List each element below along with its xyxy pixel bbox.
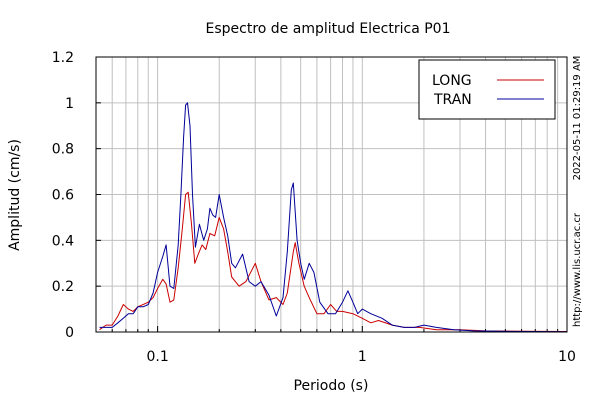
series-line-tran <box>99 102 568 333</box>
series-line-long <box>99 191 568 332</box>
timestamp-label: 2022-05-11 01:29:19 AM <box>572 56 583 181</box>
website-label: http://www.lis.ucr.ac.cr <box>572 212 583 327</box>
y-axis-label: Amplitud (cm/s) <box>7 139 23 251</box>
y-tick-label: 0.2 <box>52 279 74 295</box>
y-tick-label: 0.6 <box>52 188 74 204</box>
y-tick-label: 0 <box>65 325 74 341</box>
x-tick-label: 0.1 <box>146 349 168 365</box>
legend-label-long: LONG <box>432 73 472 89</box>
legend-label-tran: TRAN <box>433 92 472 108</box>
y-tick-label: 1 <box>65 96 74 112</box>
x-tick-label: 1 <box>358 349 367 365</box>
x-tick-label: 10 <box>558 349 576 365</box>
series-group <box>99 102 568 333</box>
y-axis-ticks: 0 0.2 0.4 0.6 0.8 1 1.2 <box>52 50 101 341</box>
y-tick-label: 0.4 <box>52 233 74 249</box>
x-axis-label: Periodo (s) <box>294 378 369 394</box>
y-tick-label: 1.2 <box>52 50 74 66</box>
y-tick-label: 0.8 <box>52 142 74 158</box>
plot-frame <box>95 56 568 333</box>
legend: LONG TRAN <box>418 59 556 120</box>
legend-box <box>418 59 556 120</box>
chart-title: Espectro de amplitud Electrica P01 <box>206 21 451 37</box>
